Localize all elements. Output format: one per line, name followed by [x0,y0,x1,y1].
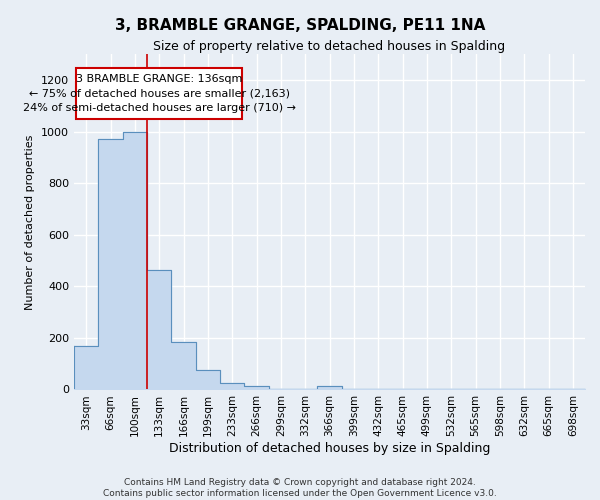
X-axis label: Distribution of detached houses by size in Spalding: Distribution of detached houses by size … [169,442,490,455]
FancyBboxPatch shape [76,68,242,118]
Y-axis label: Number of detached properties: Number of detached properties [25,134,35,310]
Text: 3, BRAMBLE GRANGE, SPALDING, PE11 1NA: 3, BRAMBLE GRANGE, SPALDING, PE11 1NA [115,18,485,32]
Text: 3 BRAMBLE GRANGE: 136sqm
← 75% of detached houses are smaller (2,163)
24% of sem: 3 BRAMBLE GRANGE: 136sqm ← 75% of detach… [23,74,296,114]
Text: Contains HM Land Registry data © Crown copyright and database right 2024.
Contai: Contains HM Land Registry data © Crown c… [103,478,497,498]
Title: Size of property relative to detached houses in Spalding: Size of property relative to detached ho… [154,40,506,53]
